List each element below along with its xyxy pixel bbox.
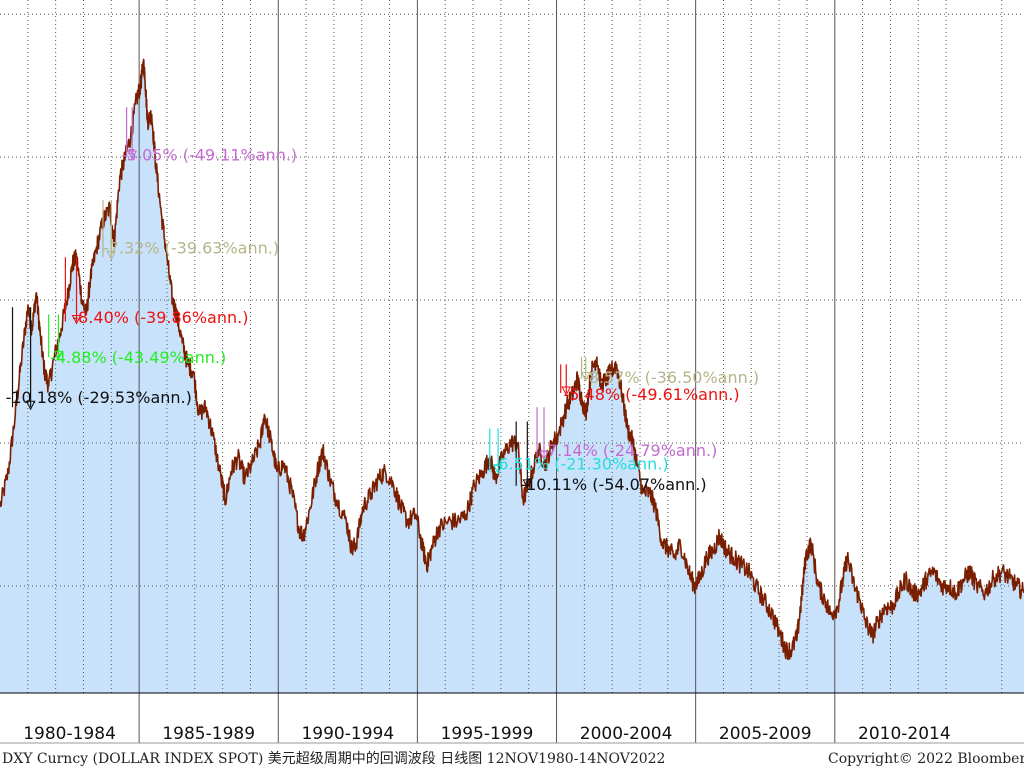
annotation-labels: -10.18% (-29.53%ann.) -4.88% (-43.49%ann.… xyxy=(6,146,760,494)
x-tick-label: 2000-2004 xyxy=(580,724,673,744)
down-triangle-icon xyxy=(522,479,533,489)
down-triangle-icon xyxy=(561,386,572,397)
x-tick-label: 1995-1999 xyxy=(441,724,534,744)
x-tick-label: 2010-2014 xyxy=(858,724,951,744)
annotation-label: -7.32% (-39.63%ann.) xyxy=(103,239,279,258)
annotation-label: -10.18% (-29.53%ann.) xyxy=(6,388,192,407)
annotation-label: -8.40% (-39.86%ann.) xyxy=(72,308,248,327)
annotation-label: -5.48% (-49.61%ann.) xyxy=(563,385,739,404)
x-tick-label: 2005-2009 xyxy=(719,724,812,744)
down-triangle-icon xyxy=(71,314,82,325)
down-triangle-icon xyxy=(53,350,64,361)
annotation-label: -4.88% (-43.49%ann.) xyxy=(50,348,226,367)
price-area-layer xyxy=(0,59,1024,693)
price-line-layer xyxy=(0,58,1024,661)
down-triangle-icon xyxy=(25,400,36,411)
down-triangle-icon xyxy=(106,250,117,261)
x-tick-label: 1980-1984 xyxy=(23,724,116,744)
down-triangle-icon xyxy=(493,465,503,475)
annotation-label: -10.11% (-54.07%ann.) xyxy=(520,475,706,494)
annotation-label: -6.51% (-21.30%ann.) xyxy=(493,454,669,473)
annotation-label: -5.05% (-49.11%ann.) xyxy=(121,146,297,165)
footer-copyright: Copyright© 2022 Bloomberg xyxy=(828,751,1024,767)
price-area xyxy=(0,59,1024,693)
price-line xyxy=(0,58,1024,661)
down-triangle-icon xyxy=(580,372,591,382)
x-axis: 1980-1984 1985-1989 1990-1994 1995-1999 2000… xyxy=(0,692,1024,744)
footer-title: DXY Curncy (DOLLAR INDEX SPOT) 美元超级周期中的回… xyxy=(2,751,665,767)
footer: DXY Curncy (DOLLAR INDEX SPOT) 美元超级周期中的回… xyxy=(2,751,1024,767)
x-tick-label: 1990-1994 xyxy=(301,724,394,744)
down-triangle-icon xyxy=(127,150,137,161)
down-triangle-icon xyxy=(539,450,549,461)
annotation-label: -7.14% (-24.79%ann.) xyxy=(541,441,717,460)
x-tick-label: 1985-1989 xyxy=(162,724,255,744)
annotation-label: -8.57% (-36.50%ann.) xyxy=(583,368,759,387)
annotation-markers xyxy=(11,107,591,489)
